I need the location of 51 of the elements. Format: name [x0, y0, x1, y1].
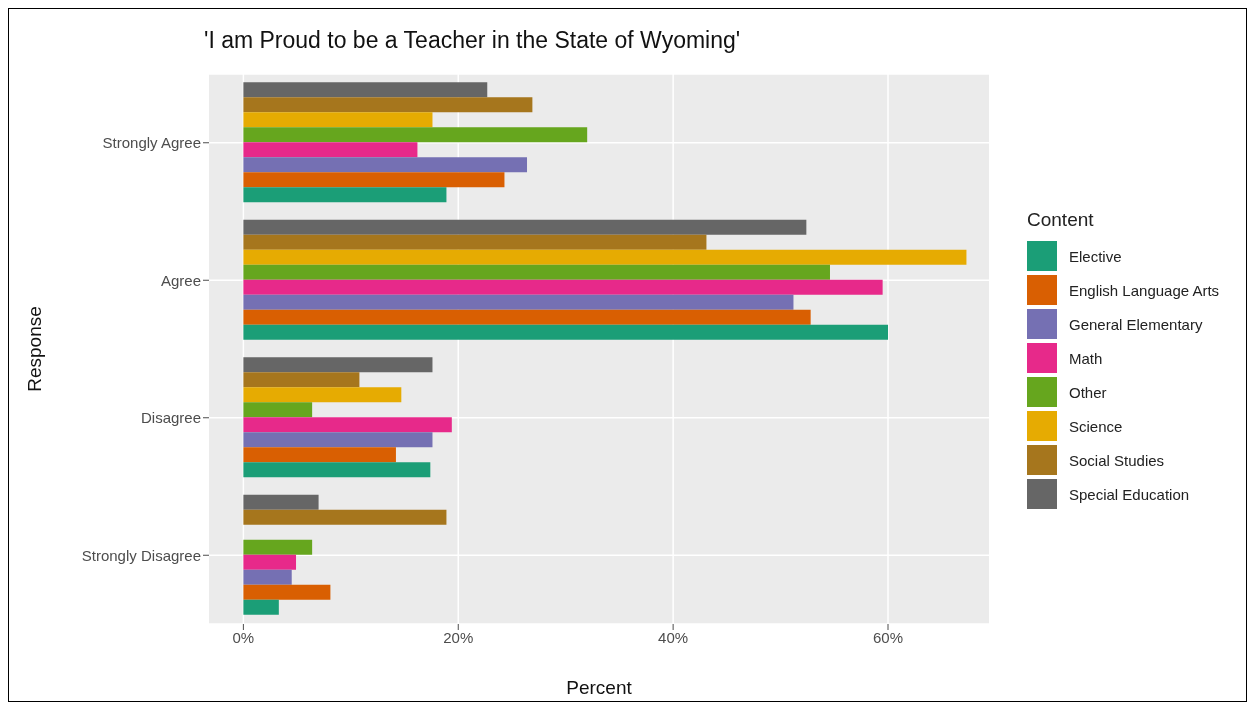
bar: [243, 112, 433, 128]
legend-label: Science: [1069, 417, 1123, 435]
bar: [243, 509, 447, 525]
y-axis-title: Response: [23, 306, 45, 392]
bar: [243, 387, 402, 403]
bar: [243, 372, 360, 388]
legend-label: Other: [1069, 383, 1107, 401]
bar: [243, 82, 488, 98]
bar: [243, 554, 297, 570]
bar: [243, 432, 433, 448]
x-tick-label: 40%: [658, 628, 689, 646]
bar: [243, 187, 447, 203]
legend-title: Content: [1027, 209, 1095, 231]
bar: [243, 97, 533, 113]
bar: [243, 584, 331, 600]
y-tick-label: Strongly Agree: [102, 134, 201, 152]
bar: [243, 539, 313, 555]
bar: [243, 294, 794, 310]
bar: [243, 279, 883, 295]
y-tick-label: Disagree: [140, 409, 201, 427]
bar: [243, 142, 418, 158]
legend-label: English Language Arts: [1069, 281, 1220, 299]
bar: [243, 234, 707, 250]
bar: [243, 249, 967, 265]
y-tick-label: Agree: [160, 271, 201, 289]
bar: [243, 264, 830, 280]
x-tick-label: 0%: [232, 628, 255, 646]
bar: [243, 324, 889, 340]
bar: [243, 357, 433, 373]
bar: [243, 402, 313, 418]
bar: [243, 599, 279, 615]
bar: [243, 127, 588, 143]
legend-label: Elective: [1069, 247, 1122, 265]
y-tick-label: Strongly Disagree: [81, 546, 201, 564]
x-tick-label: 20%: [443, 628, 474, 646]
x-axis-title: Percent: [566, 677, 633, 698]
bar: [243, 309, 811, 325]
legend-label: Social Studies: [1069, 451, 1165, 469]
legend-label: General Elementary: [1069, 315, 1203, 333]
bar: [243, 462, 431, 478]
legend-label: Math: [1069, 349, 1103, 367]
bar: [243, 157, 528, 173]
bar: [243, 417, 452, 433]
legend-label: Special Education: [1069, 485, 1190, 503]
bar: [243, 219, 807, 235]
x-tick-label: 60%: [872, 628, 904, 646]
bar: [243, 569, 292, 585]
bar: [243, 494, 319, 510]
bar: [243, 447, 396, 463]
bar: [243, 172, 505, 188]
chart-title: 'I am Proud to be a Teacher in the State of Wyoming': [204, 27, 741, 54]
